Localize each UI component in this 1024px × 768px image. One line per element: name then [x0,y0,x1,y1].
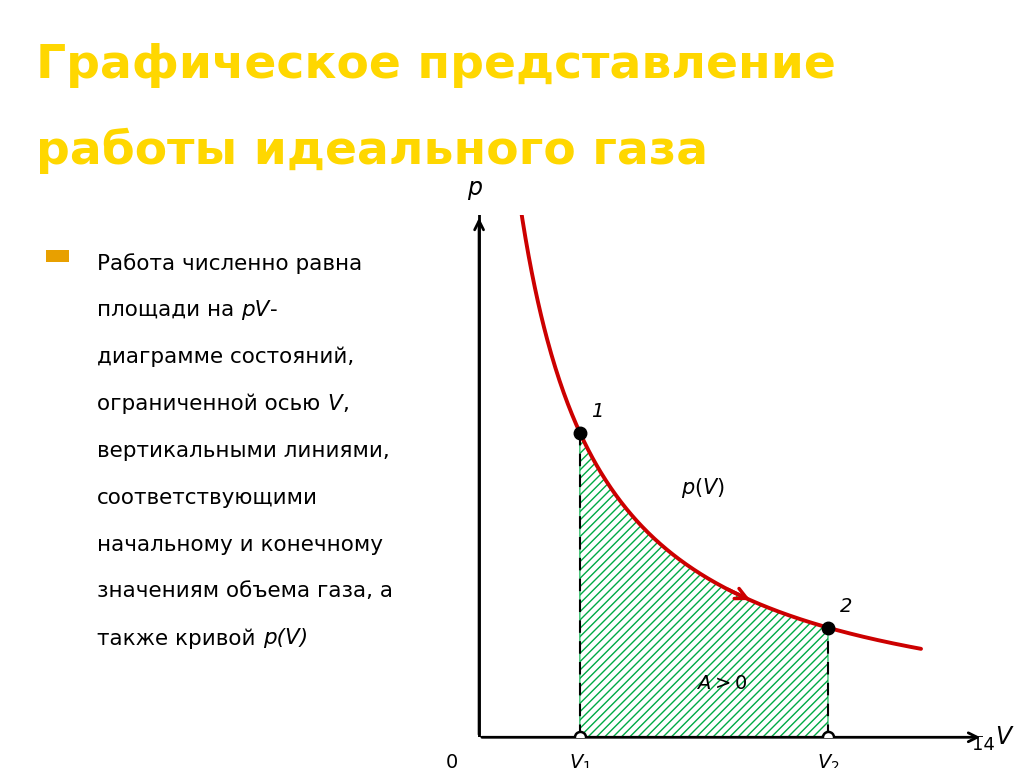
Text: $V_2$: $V_2$ [817,753,840,768]
Text: -: - [269,300,278,320]
Polygon shape [580,432,828,737]
Text: также кривой: также кривой [97,628,262,649]
Text: работы идеального газа: работы идеального газа [36,127,708,174]
Text: 1: 1 [592,402,604,421]
Text: $V$: $V$ [994,725,1014,750]
Bar [46,250,69,262]
Text: вертикальными линиями,: вертикальными линиями, [97,441,390,461]
Text: $A > 0$: $A > 0$ [696,674,748,694]
Text: площади на: площади на [97,300,242,320]
Text: pV: pV [242,300,269,320]
Text: p(V): p(V) [262,628,308,648]
Text: $V_1$: $V_1$ [568,753,591,768]
Text: Работа численно равна: Работа численно равна [97,253,362,274]
Text: ,: , [342,394,349,414]
Text: 14: 14 [973,737,995,754]
Text: $p$: $p$ [467,178,483,202]
Text: диаграмме состояний,: диаграмме состояний, [97,347,354,367]
Text: соответствующими: соответствующими [97,488,318,508]
Text: Графическое представление: Графическое представление [36,43,836,88]
Text: ограниченной осью: ограниченной осью [97,394,328,414]
Text: $p(V)$: $p(V)$ [681,475,725,499]
Text: значениям объема газа, а: значениям объема газа, а [97,581,393,601]
Text: начальному и конечному: начальному и конечному [97,535,383,554]
Text: V: V [328,394,342,414]
Text: 2: 2 [840,597,852,616]
Text: 0: 0 [445,753,458,768]
